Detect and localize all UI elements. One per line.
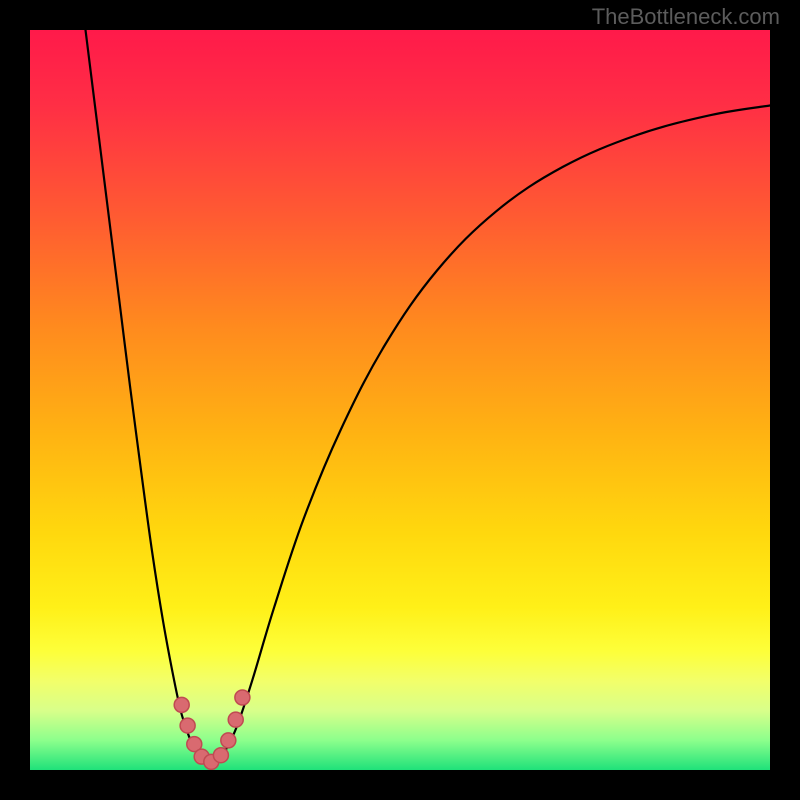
- plot-frame: [30, 30, 770, 770]
- marker-point: [221, 733, 236, 748]
- marker-point: [228, 712, 243, 727]
- watermark-text: TheBottleneck.com: [592, 4, 780, 30]
- marker-point: [174, 697, 189, 712]
- marker-point: [213, 748, 228, 763]
- curve-layer: [30, 30, 770, 770]
- marker-point: [235, 690, 250, 705]
- marker-point: [180, 718, 195, 733]
- marker-group: [174, 690, 250, 769]
- v-curve: [86, 30, 771, 763]
